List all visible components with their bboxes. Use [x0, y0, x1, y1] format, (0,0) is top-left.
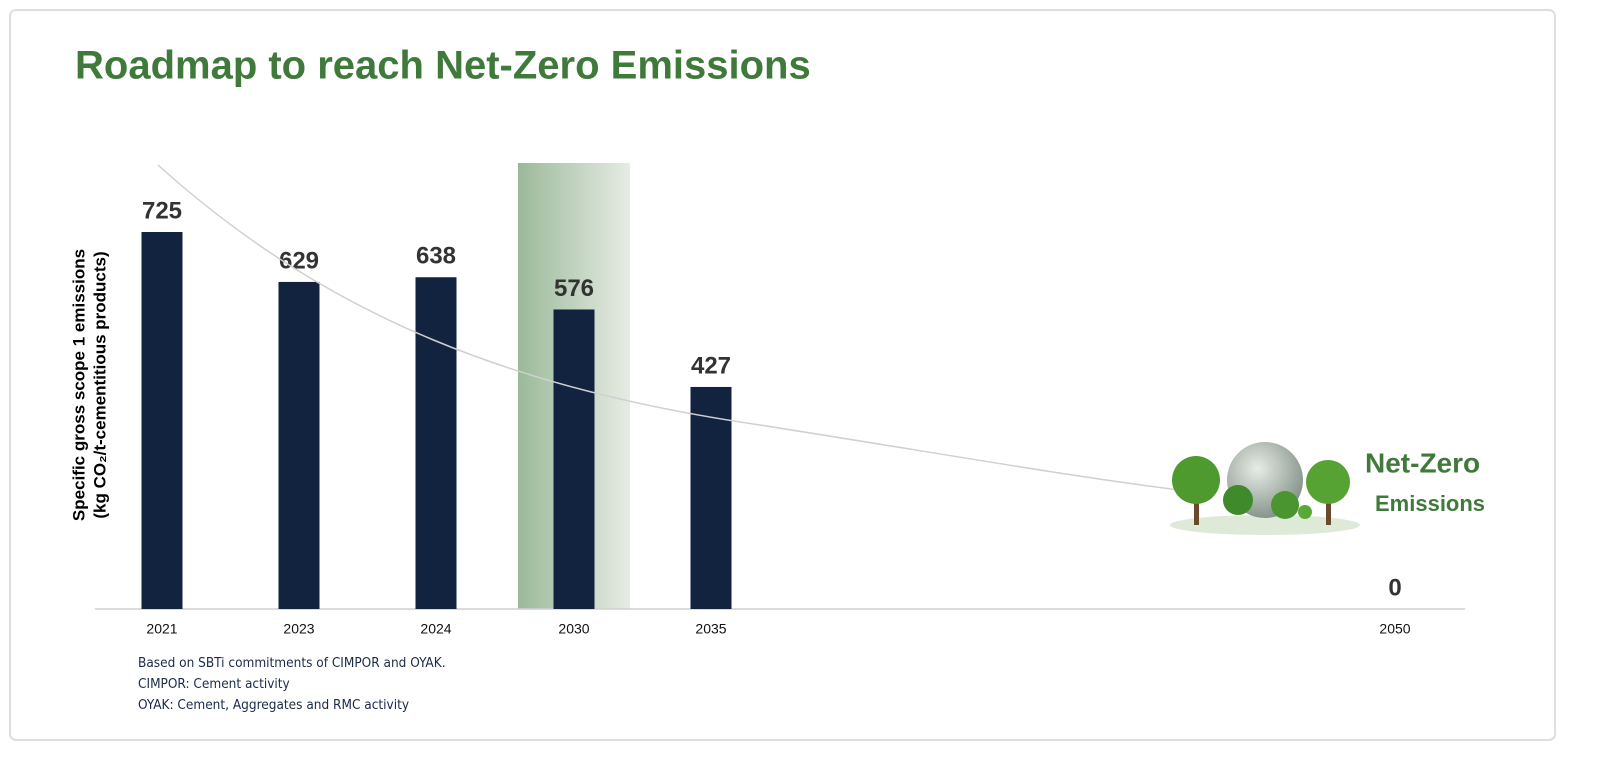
value-label: 0 — [1388, 574, 1401, 601]
net-zero-label: Emissions — [1375, 491, 1485, 516]
footnote: CIMPOR: Cement activity — [138, 676, 290, 692]
net-zero-label: Net-Zero — [1365, 447, 1480, 478]
bars: 2021 725 2023 629 2024 638 2030 576 2035 427 2050 0 — [141, 197, 1411, 637]
bar — [141, 232, 183, 609]
x-tick-label: 2024 — [420, 621, 451, 637]
x-tick-label: 2030 — [558, 621, 589, 637]
y-axis-label: Specific gross scope 1 emissions (kg CO₂… — [69, 249, 109, 521]
trend-curve — [157, 164, 1181, 491]
x-tick-label: 2035 — [695, 621, 726, 637]
value-label: 576 — [554, 275, 594, 302]
value-label: 427 — [691, 352, 731, 379]
bar — [415, 277, 457, 609]
footnote: OYAK: Cement, Aggregates and RMC activit… — [138, 697, 409, 713]
value-label: 638 — [416, 243, 456, 270]
y-label-line: (kg CO₂/t-cementitious products) — [90, 251, 109, 518]
x-tick-label: 2021 — [146, 621, 177, 637]
card — [9, 9, 1556, 741]
bar — [553, 309, 595, 609]
x-tick-label: 2050 — [1379, 621, 1410, 637]
y-label-line: Specific gross scope 1 emissions — [69, 249, 88, 521]
crop-mask — [1492, 430, 1552, 530]
bar — [278, 281, 320, 609]
value-label: 725 — [142, 197, 182, 224]
bar — [690, 386, 732, 609]
value-label: 629 — [279, 247, 319, 274]
footnote: Based on SBTi commitments of CIMPOR and … — [138, 655, 446, 671]
net-zero-illustration — [1170, 442, 1360, 535]
chart-title: Roadmap to reach Net-Zero Emissions — [75, 44, 811, 88]
x-tick-label: 2023 — [283, 621, 314, 637]
